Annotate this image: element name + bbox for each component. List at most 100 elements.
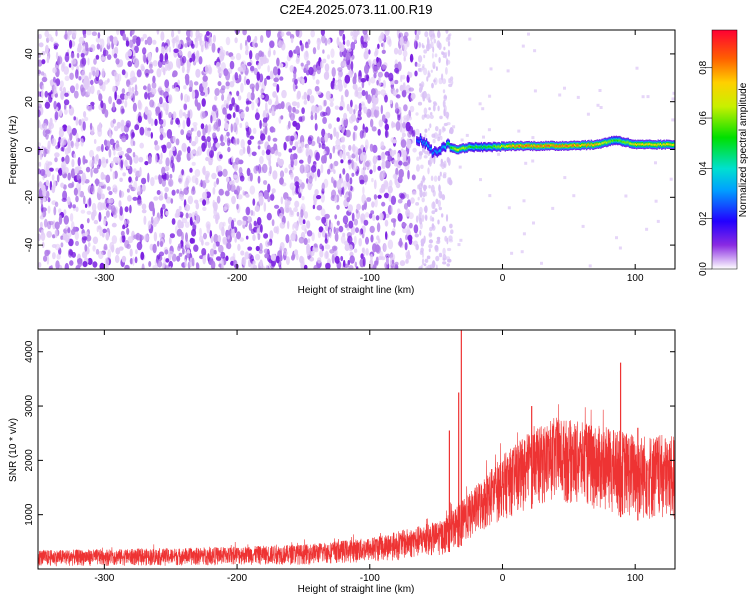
noise-blob [271, 219, 275, 227]
signal-cell [632, 143, 634, 146]
noise-blob [263, 202, 267, 212]
noise-blob [312, 204, 316, 210]
noise-blob [286, 135, 292, 141]
noise-blob [141, 209, 147, 214]
noise-blob [293, 70, 297, 80]
noise-blob [132, 196, 138, 201]
noise-blob [260, 224, 263, 233]
noise-blob [41, 241, 45, 249]
noise-blob [306, 178, 309, 184]
noise-blob [342, 259, 346, 268]
noise-blob [341, 136, 345, 143]
noise-blob [236, 90, 240, 97]
noise-blob [392, 159, 398, 164]
noise-blob [380, 104, 383, 115]
signal-cell [428, 145, 430, 148]
noise-blob [262, 122, 268, 128]
noise-blob [166, 129, 173, 139]
noise-blob [391, 121, 394, 129]
signal-cell [497, 145, 499, 148]
noise-blob [334, 195, 338, 204]
noise-blob [59, 137, 65, 147]
noise-blob [45, 190, 50, 198]
noise-blob [129, 204, 132, 214]
signal-cell [440, 149, 442, 152]
noise-blob [226, 230, 231, 236]
noise-blob [303, 211, 309, 219]
noise-blob [38, 59, 43, 67]
noise-blob [300, 62, 304, 67]
noise-blob [402, 122, 406, 129]
noise-blob [428, 107, 431, 111]
noise-blob [72, 204, 76, 209]
noise-blob [95, 67, 99, 78]
noise-blob [319, 60, 324, 69]
noise-blob [310, 165, 317, 173]
signal-cell [441, 146, 443, 149]
noise-blob [134, 84, 138, 92]
noise-blob [55, 260, 60, 269]
noise-blob [113, 53, 118, 59]
signal-cell [547, 144, 549, 147]
noise-blob [255, 52, 260, 61]
snr-series-line [38, 404, 675, 567]
noise-blob [117, 73, 122, 82]
noise-blob [423, 155, 428, 159]
noise-blob [356, 91, 363, 99]
noise-blob [411, 174, 416, 181]
noise-blob [138, 101, 143, 111]
noise-blob [161, 178, 166, 187]
noise-blob [277, 103, 283, 110]
noise-blob [279, 170, 285, 178]
noise-blob [261, 163, 268, 174]
noise-blob [54, 221, 60, 230]
noise-blob [406, 193, 410, 200]
noise-blob [429, 123, 432, 129]
noise-blob [254, 112, 260, 121]
signal-cell [634, 143, 637, 146]
noise-blob [429, 156, 433, 165]
noise-blob [143, 85, 147, 90]
noise-blob [242, 215, 248, 221]
colorbar-tick-label: 0.0 [698, 262, 709, 276]
noise-blob [426, 255, 431, 260]
noise-blob [405, 84, 411, 94]
noise-blob [263, 93, 270, 102]
noise-blob [269, 70, 274, 80]
signal-cell [496, 146, 498, 149]
noise-blob [165, 210, 169, 216]
noise-blob [85, 234, 92, 242]
noise-blob [269, 194, 275, 201]
noise-blob [407, 169, 410, 180]
noise-dot [533, 49, 537, 53]
noise-blob [95, 37, 101, 43]
noise-blob [277, 68, 281, 76]
noise-blob [299, 164, 305, 174]
noise-blob [293, 249, 299, 256]
noise-blob [158, 251, 165, 257]
noise-blob [175, 208, 181, 218]
noise-blob [300, 209, 304, 218]
noise-blob [121, 88, 126, 94]
noise-blob [309, 95, 315, 104]
noise-blob [168, 250, 174, 258]
noise-blob [297, 77, 302, 82]
noise-blob [381, 49, 386, 54]
signal-cell [582, 143, 584, 146]
colorbar-tick-label: 0.2 [698, 211, 709, 225]
noise-blob [445, 51, 447, 59]
noise-blob [416, 156, 420, 161]
noise-dot [465, 133, 469, 137]
noise-blob [80, 223, 84, 230]
noise-blob [376, 235, 380, 241]
noise-blob [349, 116, 354, 124]
noise-blob [91, 31, 97, 36]
noise-blob [341, 144, 346, 150]
noise-blob [89, 159, 95, 168]
noise-blob [219, 154, 223, 159]
signal-cell [481, 146, 484, 149]
noise-blob [432, 104, 436, 112]
noise-blob [405, 121, 411, 132]
noise-blob [390, 195, 397, 205]
noise-blob [381, 171, 386, 179]
